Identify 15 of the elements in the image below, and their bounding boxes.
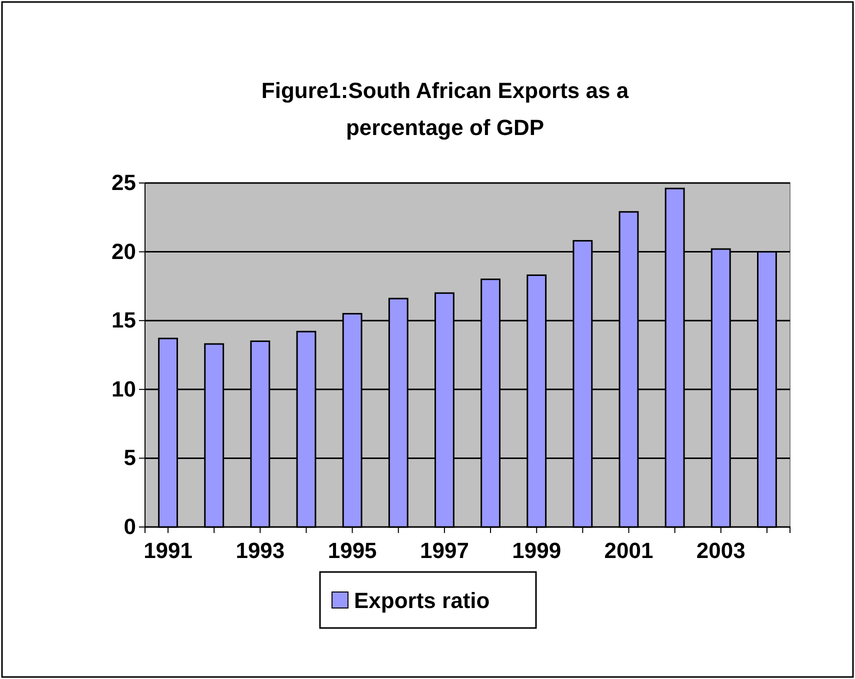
legend-label: Exports ratio — [354, 588, 490, 613]
y-tick-label: 10 — [112, 376, 136, 402]
x-tick-label: 1997 — [420, 538, 469, 563]
y-tick-label: 25 — [112, 170, 136, 196]
x-tick-label: 2001 — [604, 538, 654, 563]
chart-title: Figure1:South African Exports as a percentage of GDP — [261, 78, 630, 140]
x-tick-label: 1993 — [236, 538, 285, 563]
y-tick-label: 0 — [124, 514, 136, 540]
y-tick-label: 20 — [112, 238, 136, 264]
y-tick-label: 15 — [112, 308, 136, 333]
x-tick-label: 1999 — [512, 538, 562, 563]
x-tick-label: 1995 — [328, 538, 377, 563]
x-tick-label: 2003 — [696, 538, 746, 563]
x-tick-label: 1991 — [144, 538, 193, 563]
y-tick-label: 5 — [124, 445, 136, 470]
